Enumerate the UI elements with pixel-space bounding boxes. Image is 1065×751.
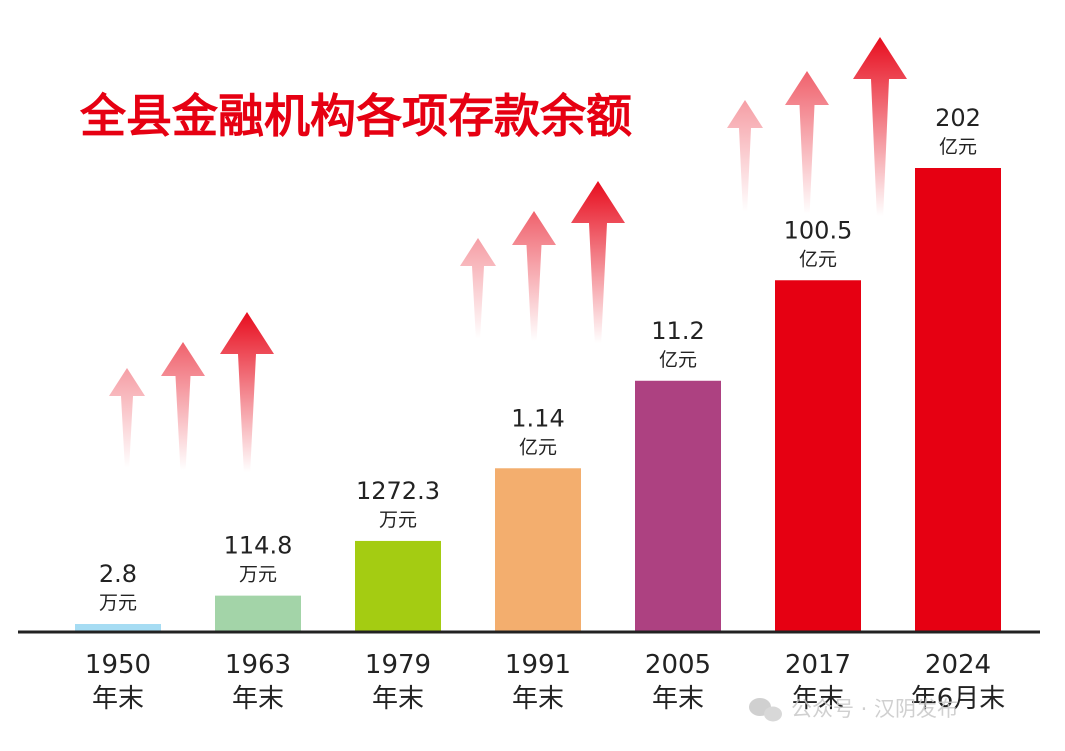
value-labels: 2.8 万元 114.8 万元 1272.3 万元 1.14 亿元 11.2 亿元 100.5 亿元 2… [99, 104, 981, 614]
bar-1950 [75, 624, 161, 632]
tick-label-year: 1979 [365, 650, 431, 680]
unit-label: 万元 [99, 592, 137, 614]
up-arrow-icon [109, 368, 145, 468]
value-label: 1272.3 [356, 477, 440, 505]
bar-2017 [775, 280, 861, 632]
unit-label: 亿元 [519, 436, 557, 458]
value-label: 11.2 [651, 317, 704, 345]
value-label: 2.8 [99, 560, 137, 588]
unit-label: 亿元 [939, 136, 977, 158]
up-arrow-icon [512, 211, 556, 341]
tick-label-suffix: 年末 [792, 684, 844, 714]
decorative-arrows [109, 37, 907, 472]
unit-label: 亿元 [799, 248, 837, 270]
unit-label: 万元 [239, 564, 277, 586]
value-label: 202 [935, 104, 981, 132]
unit-label: 亿元 [659, 349, 697, 371]
tick-label-suffix: 年末 [232, 684, 284, 714]
tick-label-year: 1991 [505, 650, 571, 680]
tick-label-year: 1963 [225, 650, 291, 680]
tick-label-year: 1950 [85, 650, 151, 680]
up-arrow-icon [460, 238, 496, 339]
value-label: 100.5 [784, 216, 853, 244]
tick-label-suffix: 年末 [92, 684, 144, 714]
watermark-text: 公众号 · 汉阴发布 [791, 697, 958, 721]
tick-label-suffix: 年6月末 [911, 684, 1006, 714]
watermark: 公众号 · 汉阴发布 [749, 697, 958, 722]
bar-1963 [215, 595, 301, 632]
bar-1991 [495, 468, 581, 632]
unit-label: 万元 [379, 509, 417, 531]
value-label: 1.14 [511, 404, 564, 432]
up-arrow-icon [220, 312, 274, 472]
bar-2024 [915, 168, 1001, 632]
wechat-icon [749, 698, 782, 722]
up-arrow-icon [571, 181, 625, 343]
bar-2005 [635, 380, 721, 632]
tick-label-suffix: 年末 [512, 684, 564, 714]
tick-label-suffix: 年末 [652, 684, 704, 714]
up-arrow-icon [727, 100, 763, 212]
tick-label-year: 2017 [785, 650, 851, 680]
up-arrow-icon [785, 71, 829, 214]
tick-label-year: 2005 [645, 650, 711, 680]
bars [75, 168, 1001, 632]
tick-label-suffix: 年末 [372, 684, 424, 714]
bar-1979 [355, 540, 441, 632]
value-label: 114.8 [224, 532, 293, 560]
tick-label-year: 2024 [925, 650, 991, 680]
category-labels: 1950 年末 1963 年末 1979 年末 1991 年末 2005 年末 2017 年末 2024… [85, 650, 1005, 714]
up-arrow-icon [853, 37, 907, 216]
chart-title: 全县金融机构各项存款余额 [79, 89, 632, 143]
up-arrow-icon [161, 342, 205, 470]
